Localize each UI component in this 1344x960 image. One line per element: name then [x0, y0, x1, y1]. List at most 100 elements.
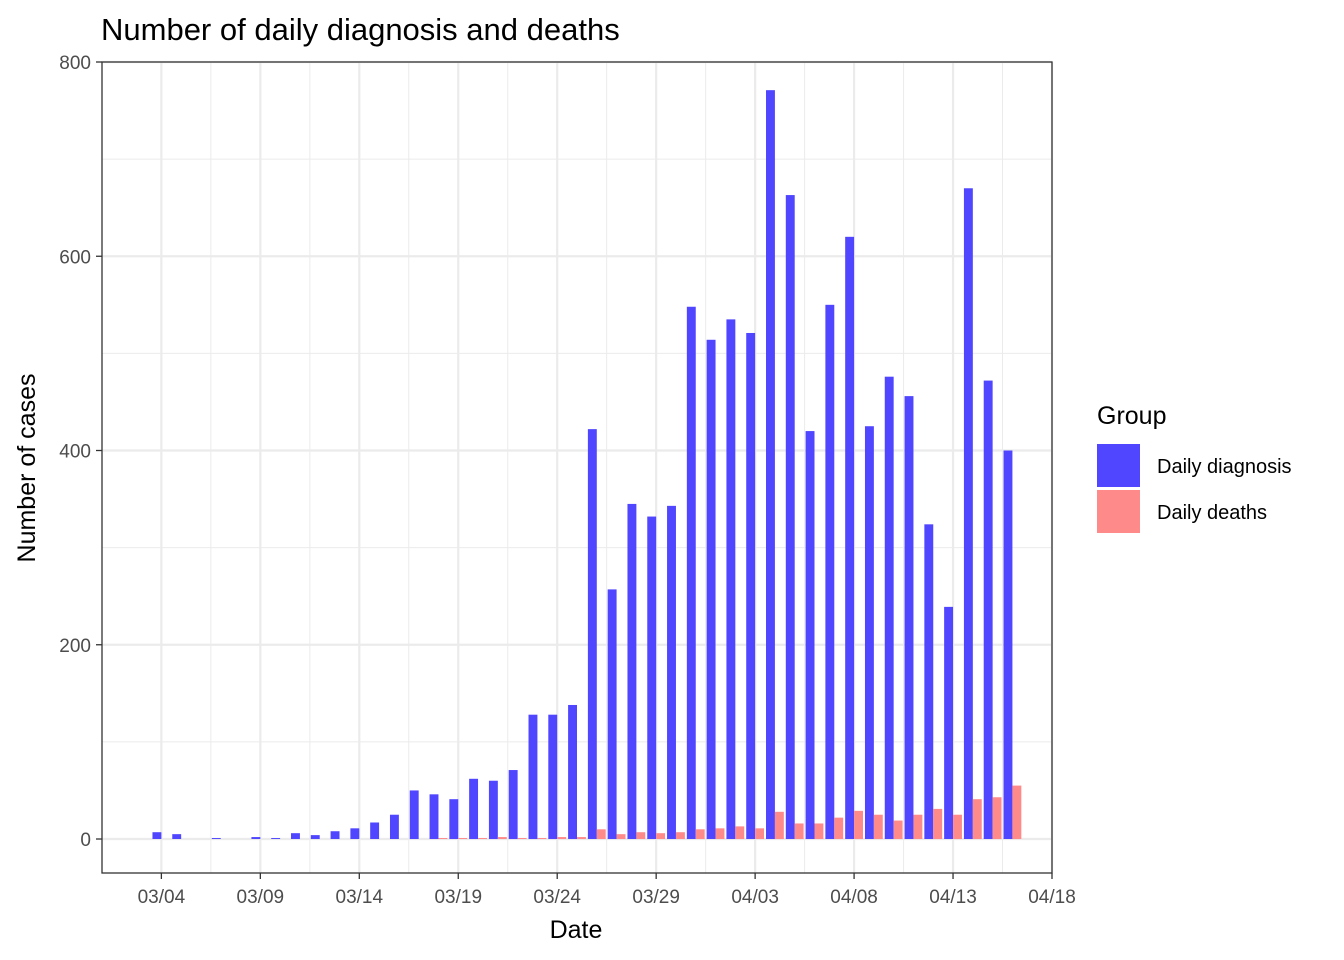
bar-daily-deaths	[636, 832, 646, 840]
bar-daily-diagnosis	[944, 606, 954, 840]
bar-daily-deaths	[755, 828, 765, 840]
y-tick-label: 800	[59, 53, 91, 74]
bar-daily-deaths	[715, 828, 725, 840]
bar-daily-diagnosis	[686, 306, 696, 840]
bar-daily-deaths	[478, 838, 487, 840]
bar-daily-diagnosis	[706, 339, 716, 840]
bar-daily-diagnosis	[726, 319, 736, 840]
bar-daily-deaths	[517, 838, 527, 840]
bar-daily-diagnosis	[667, 505, 676, 840]
bar-daily-diagnosis	[429, 794, 439, 840]
bar-daily-deaths	[675, 832, 685, 840]
bar-daily-deaths	[972, 799, 982, 840]
bar-daily-deaths	[774, 811, 784, 840]
bar-daily-diagnosis	[607, 589, 617, 840]
bar-daily-diagnosis	[449, 799, 459, 840]
bar-daily-diagnosis	[409, 790, 419, 840]
plot-panel-border	[101, 61, 1053, 874]
bar-daily-diagnosis	[884, 376, 894, 840]
x-tick-label: 03/19	[434, 887, 482, 908]
bar-daily-diagnosis	[508, 770, 518, 840]
x-tick-label: 04/13	[929, 887, 977, 908]
bar-daily-diagnosis	[587, 429, 597, 840]
chart-title: Number of daily diagnosis and deaths	[101, 12, 620, 47]
bar-daily-diagnosis	[152, 832, 162, 840]
bar-daily-deaths	[656, 833, 666, 840]
bar-daily-deaths	[458, 838, 468, 840]
bar-daily-deaths	[913, 814, 923, 840]
bar-daily-deaths	[873, 814, 883, 840]
bar-daily-diagnosis	[291, 833, 300, 840]
bar-daily-diagnosis	[746, 332, 756, 840]
bar-daily-deaths	[438, 838, 448, 840]
bar-daily-deaths	[537, 838, 547, 840]
bar-daily-diagnosis	[785, 195, 795, 840]
bar-daily-diagnosis	[845, 236, 855, 840]
legend-label-daily-diagnosis: Daily diagnosis	[1157, 456, 1292, 478]
bar-daily-deaths	[577, 837, 586, 840]
x-tick-label: 03/04	[138, 887, 186, 908]
y-tick-label: 600	[59, 247, 91, 268]
bar-daily-deaths	[794, 823, 804, 840]
x-tick-label: 04/03	[731, 887, 779, 908]
bar-daily-deaths	[596, 829, 606, 840]
x-tick-label: 03/24	[533, 887, 581, 908]
bar-daily-diagnosis	[251, 837, 261, 840]
bars	[152, 90, 1022, 840]
legend-title: Group	[1097, 402, 1166, 430]
bar-daily-diagnosis	[805, 431, 815, 840]
bar-daily-diagnosis	[963, 188, 973, 840]
bar-daily-deaths	[497, 837, 507, 840]
bar-daily-deaths	[893, 820, 903, 840]
bar-daily-deaths	[814, 823, 824, 840]
bar-daily-deaths	[953, 814, 962, 840]
bar-daily-diagnosis	[983, 380, 993, 840]
bar-daily-diagnosis	[627, 503, 637, 840]
bar-daily-diagnosis	[172, 834, 182, 840]
legend: Group Daily diagnosis Daily deaths	[1097, 402, 1292, 533]
x-axis-title: Date	[550, 916, 603, 944]
bar-daily-diagnosis	[904, 396, 914, 840]
bar-daily-diagnosis	[647, 516, 657, 840]
bar-daily-deaths	[834, 817, 844, 840]
bar-daily-diagnosis	[330, 831, 340, 840]
bar-daily-deaths	[557, 837, 567, 840]
bar-daily-deaths	[695, 829, 705, 840]
bar-daily-diagnosis	[766, 90, 775, 840]
legend-key-daily-deaths	[1097, 490, 1140, 533]
bar-daily-diagnosis	[548, 714, 558, 840]
bar-daily-deaths	[1012, 785, 1022, 840]
bar-daily-diagnosis	[469, 778, 479, 840]
bar-daily-diagnosis	[924, 524, 934, 840]
bar-daily-diagnosis	[825, 304, 835, 840]
bar-daily-diagnosis	[568, 704, 577, 840]
bar-daily-diagnosis	[370, 822, 380, 840]
bar-daily-deaths	[933, 808, 943, 840]
bar-daily-diagnosis	[350, 828, 360, 840]
x-axis: 03/04 03/09 03/14 03/19 03/24 03/29 04/03 04/08…	[138, 873, 1076, 908]
x-tick-label: 03/29	[632, 887, 680, 908]
bar-daily-diagnosis	[488, 780, 498, 840]
y-axis-title: Number of cases	[13, 374, 41, 563]
bar-daily-diagnosis	[864, 426, 874, 840]
bar-daily-deaths	[616, 834, 626, 840]
x-tick-label: 03/09	[237, 887, 285, 908]
bar-daily-diagnosis	[1003, 450, 1013, 840]
bar-daily-diagnosis	[310, 835, 320, 840]
y-axis: 0 200 400 600 800	[59, 53, 102, 851]
bar-daily-deaths	[992, 797, 1002, 840]
bar-daily-diagnosis	[528, 714, 538, 840]
y-tick-label: 400	[59, 442, 91, 463]
bar-daily-deaths	[854, 810, 863, 840]
x-tick-label: 04/18	[1028, 887, 1076, 908]
legend-label-daily-deaths: Daily deaths	[1157, 502, 1267, 524]
y-tick-label: 200	[59, 636, 91, 657]
bar-daily-diagnosis	[271, 838, 281, 840]
legend-key-daily-diagnosis	[1097, 444, 1140, 487]
bar-daily-diagnosis	[389, 814, 399, 840]
x-tick-label: 04/08	[830, 887, 878, 908]
bar-daily-deaths	[735, 826, 745, 840]
y-tick-label: 0	[80, 830, 91, 851]
x-tick-label: 03/14	[336, 887, 384, 908]
